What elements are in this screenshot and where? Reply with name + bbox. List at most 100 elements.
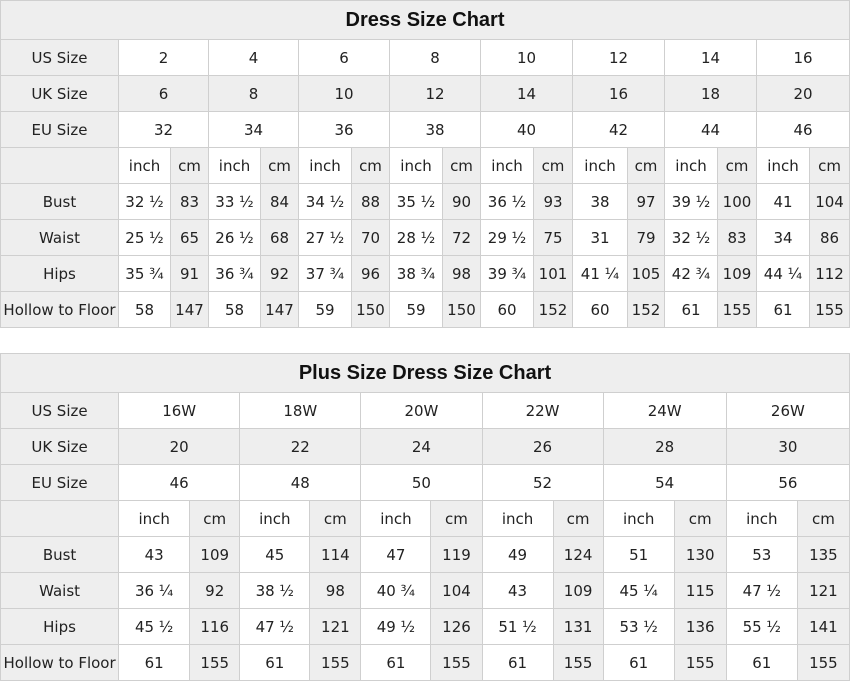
uk-size-cell: 18 xyxy=(664,75,757,112)
hollow-to-floor-inch-cell: 58 xyxy=(208,291,261,328)
inch-header: inch xyxy=(208,147,261,184)
inch-header: inch xyxy=(481,500,554,537)
waist-inch-cell: 36 ¼ xyxy=(118,572,191,609)
hips-cm-cell: 109 xyxy=(717,255,757,292)
eu-size-cell: 36 xyxy=(298,111,390,148)
hips-cm-cell: 112 xyxy=(808,255,851,292)
us-size-cell: 20W xyxy=(360,392,483,429)
us-size-cell: 8 xyxy=(389,39,481,76)
hollow-to-floor-cm-cell: 155 xyxy=(673,644,727,681)
hips-inch-cell: 39 ¾ xyxy=(480,255,534,292)
inch-header: inch xyxy=(298,147,352,184)
uk-size-cell: 14 xyxy=(480,75,573,112)
uk-size-row: UK Size 20 22 24 26 28 30 xyxy=(0,428,851,465)
uk-size-cell: 6 xyxy=(118,75,209,112)
hips-inch-cell: 42 ¾ xyxy=(664,255,718,292)
waist-inch-cell: 25 ½ xyxy=(118,219,171,256)
bust-inch-cell: 51 xyxy=(602,536,675,573)
us-size-row: US Size 16W 18W 20W 22W 24W 26W xyxy=(0,392,851,429)
hollow-to-floor-cm-cell: 152 xyxy=(533,291,573,328)
uk-size-cell: 20 xyxy=(118,428,241,465)
cm-header: cm xyxy=(430,500,483,537)
hollow-to-floor-inch-cell: 61 xyxy=(602,644,675,681)
bust-cm-cell: 100 xyxy=(717,183,757,220)
eu-size-cell: 56 xyxy=(725,464,851,501)
bust-inch-cell: 33 ½ xyxy=(208,183,261,220)
dress-size-chart-table: Dress Size Chart US Size 2 4 6 8 10 12 14 16 UK Si… xyxy=(0,0,851,328)
hips-cm-cell: 96 xyxy=(351,255,390,292)
bust-inch-cell: 35 ½ xyxy=(389,183,443,220)
inch-header: inch xyxy=(725,500,798,537)
waist-inch-cell: 32 ½ xyxy=(664,219,718,256)
cm-header: cm xyxy=(552,500,604,537)
uk-size-cell: 10 xyxy=(298,75,390,112)
hollow-to-floor-cm-cell: 155 xyxy=(796,644,851,681)
bust-cm-cell: 84 xyxy=(260,183,299,220)
bust-label: Bust xyxy=(0,536,120,573)
waist-cm-cell: 109 xyxy=(552,572,604,609)
hips-cm-cell: 141 xyxy=(796,608,851,645)
eu-size-cell: 42 xyxy=(572,111,665,148)
bust-inch-cell: 32 ½ xyxy=(118,183,171,220)
uk-size-row: UK Size 6 8 10 12 14 16 18 20 xyxy=(0,75,851,112)
inch-header: inch xyxy=(572,147,628,184)
waist-cm-cell: 79 xyxy=(627,219,665,256)
uk-size-label: UK Size xyxy=(0,75,119,112)
hollow-to-floor-cm-cell: 155 xyxy=(189,644,241,681)
bust-cm-cell: 90 xyxy=(442,183,481,220)
waist-cm-cell: 65 xyxy=(170,219,209,256)
bust-inch-cell: 39 ½ xyxy=(664,183,718,220)
hips-inch-cell: 51 ½ xyxy=(481,608,554,645)
hips-inch-cell: 37 ¾ xyxy=(298,255,352,292)
unit-row: inch cm inch cm inch cm inch cm inch cm inch cm xyxy=(0,500,851,537)
waist-cm-cell: 98 xyxy=(309,572,362,609)
eu-size-row: EU Size 46 48 50 52 54 56 xyxy=(0,464,851,501)
hips-inch-cell: 53 ½ xyxy=(602,608,675,645)
eu-size-cell: 38 xyxy=(389,111,481,148)
bust-row: Bust 32 ½ 83 33 ½ 84 34 ½ 88 35 ½ 90 36 ½ 93 38 97 39… xyxy=(0,183,851,220)
hips-cm-cell: 91 xyxy=(170,255,209,292)
eu-size-cell: 34 xyxy=(208,111,299,148)
hollow-to-floor-inch-cell: 61 xyxy=(481,644,554,681)
waist-cm-cell: 121 xyxy=(796,572,851,609)
bust-cm-cell: 124 xyxy=(552,536,604,573)
bust-inch-cell: 41 xyxy=(756,183,810,220)
unit-label-blank xyxy=(0,147,119,184)
waist-label: Waist xyxy=(0,219,119,256)
hollow-to-floor-inch-cell: 61 xyxy=(756,291,810,328)
inch-header: inch xyxy=(239,500,311,537)
hips-inch-cell: 55 ½ xyxy=(725,608,798,645)
waist-row: Waist 36 ¼ 92 38 ½ 98 40 ¾ 104 43 109 45 ¼ 115 47 ½… xyxy=(0,572,851,609)
waist-cm-cell: 68 xyxy=(260,219,299,256)
inch-header: inch xyxy=(118,500,191,537)
uk-size-cell: 30 xyxy=(725,428,851,465)
cm-header: cm xyxy=(808,147,851,184)
hips-row: Hips 45 ½ 116 47 ½ 121 49 ½ 126 51 ½ 131 53 ½ 136 5… xyxy=(0,608,851,645)
waist-inch-cell: 47 ½ xyxy=(725,572,798,609)
bust-cm-cell: 83 xyxy=(170,183,209,220)
bust-cm-cell: 97 xyxy=(627,183,665,220)
us-size-cell: 16 xyxy=(755,39,851,76)
uk-size-cell: 12 xyxy=(389,75,481,112)
hollow-to-floor-row: Hollow to Floor 58 147 58 147 59 150 59 150 60 152… xyxy=(0,291,851,328)
inch-header: inch xyxy=(602,500,675,537)
hollow-to-floor-inch-cell: 59 xyxy=(298,291,352,328)
bust-cm-cell: 114 xyxy=(309,536,362,573)
cm-header: cm xyxy=(260,147,299,184)
us-size-cell: 26W xyxy=(725,392,851,429)
hollow-to-floor-cm-cell: 155 xyxy=(717,291,757,328)
hollow-to-floor-inch-cell: 61 xyxy=(239,644,311,681)
eu-size-cell: 44 xyxy=(664,111,757,148)
bust-inch-cell: 53 xyxy=(725,536,798,573)
bust-cm-cell: 130 xyxy=(673,536,727,573)
us-size-cell: 12 xyxy=(572,39,665,76)
cm-header: cm xyxy=(796,500,851,537)
unit-row: inch cm inch cm inch cm inch cm inch cm inch cm inch… xyxy=(0,147,851,184)
chart-title: Dress Size Chart xyxy=(0,0,851,40)
uk-size-cell: 20 xyxy=(755,75,851,112)
us-size-cell: 10 xyxy=(480,39,573,76)
waist-row: Waist 25 ½ 65 26 ½ 68 27 ½ 70 28 ½ 72 29 ½ 75 31 79 3… xyxy=(0,219,851,256)
eu-size-cell: 52 xyxy=(481,464,604,501)
hollow-to-floor-inch-cell: 60 xyxy=(572,291,628,328)
uk-size-cell: 26 xyxy=(481,428,604,465)
